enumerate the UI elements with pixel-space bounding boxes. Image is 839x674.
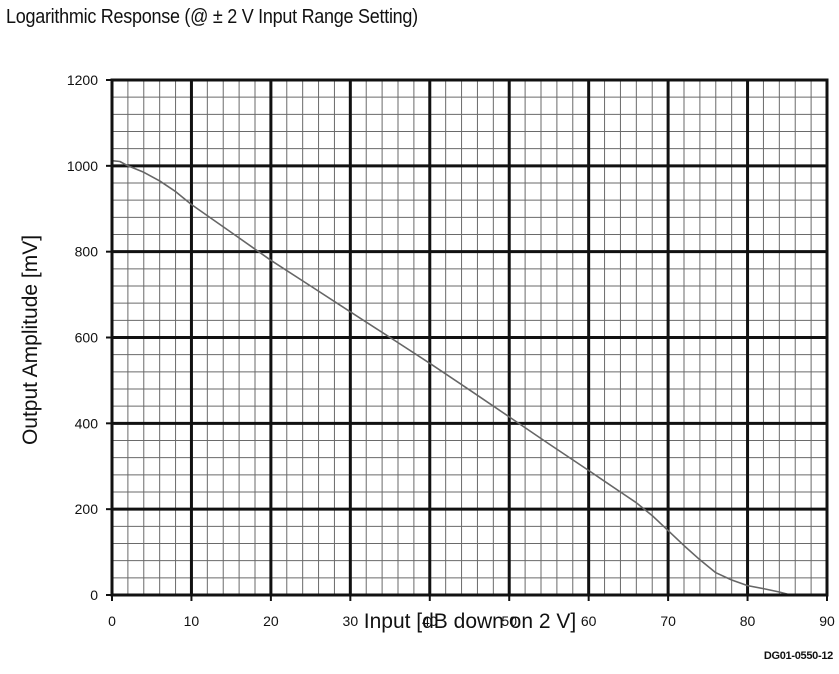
y-tick-label: 1200 — [67, 72, 98, 88]
x-tick-label: 90 — [819, 613, 835, 629]
x-tick-label: 70 — [660, 613, 676, 629]
series-layer — [111, 159, 788, 595]
y-tick-label: 1000 — [67, 158, 98, 174]
x-tick-label: 50 — [501, 613, 517, 629]
x-axis-label: Input [dB down on 2 V] — [364, 610, 576, 633]
axes-layer — [106, 78, 829, 601]
x-tick-label: 20 — [263, 613, 279, 629]
y-tick-label: 800 — [75, 244, 99, 260]
x-tick-label: 60 — [581, 613, 597, 629]
tick-labels: 0 200 400 600 800 1000 1200 0 10 20 30 40 50 60 70 80 90 — [67, 72, 835, 629]
y-tick-label: 600 — [75, 330, 99, 346]
x-tick-label: 0 — [108, 613, 116, 629]
y-tick-label: 0 — [90, 587, 98, 603]
x-tick-label: 80 — [740, 613, 756, 629]
y-tick-label: 400 — [75, 415, 99, 431]
major-gridlines — [110, 78, 829, 597]
x-tick-label: 10 — [184, 613, 200, 629]
figure-code: DG01-0550-12 — [763, 650, 833, 662]
x-tick-label: 30 — [343, 613, 359, 629]
x-tick-label: 40 — [422, 613, 438, 629]
chart-title: Logarithmic Response (@ ± 2 V Input Rang… — [6, 6, 418, 28]
y-tick-label: 200 — [75, 501, 99, 517]
series-line-1 — [111, 159, 788, 595]
y-axis-label: Output Amplitude [mV] — [19, 235, 42, 445]
